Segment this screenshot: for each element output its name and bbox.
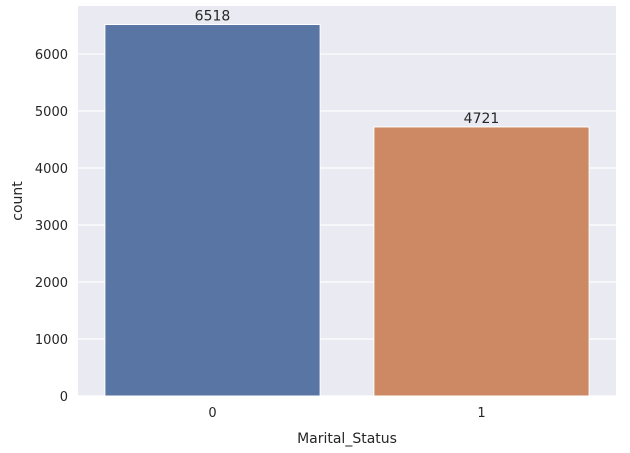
y-tick-label: 1000 bbox=[35, 333, 68, 348]
bar-1 bbox=[373, 126, 590, 397]
x-tick-label: 0 bbox=[208, 406, 216, 421]
x-tick-label: 1 bbox=[477, 406, 485, 421]
y-tick-label: 6000 bbox=[35, 48, 68, 63]
x-axis-title: Marital_Status bbox=[297, 431, 397, 447]
data-label-1: 4721 bbox=[464, 111, 500, 127]
data-labels: 6518 4721 bbox=[195, 9, 500, 127]
y-tick-label: 2000 bbox=[35, 276, 68, 291]
y-tick-label: 4000 bbox=[35, 162, 68, 177]
y-tick-label: 5000 bbox=[35, 105, 68, 120]
y-tick-label: 0 bbox=[60, 390, 68, 405]
bars bbox=[104, 24, 590, 397]
y-axis-ticks: 0 1000 2000 3000 4000 5000 6000 bbox=[35, 48, 68, 405]
y-tick-label: 3000 bbox=[35, 219, 68, 234]
bar-0 bbox=[104, 24, 321, 397]
y-axis-title: count bbox=[10, 181, 26, 221]
data-label-0: 6518 bbox=[195, 9, 231, 25]
